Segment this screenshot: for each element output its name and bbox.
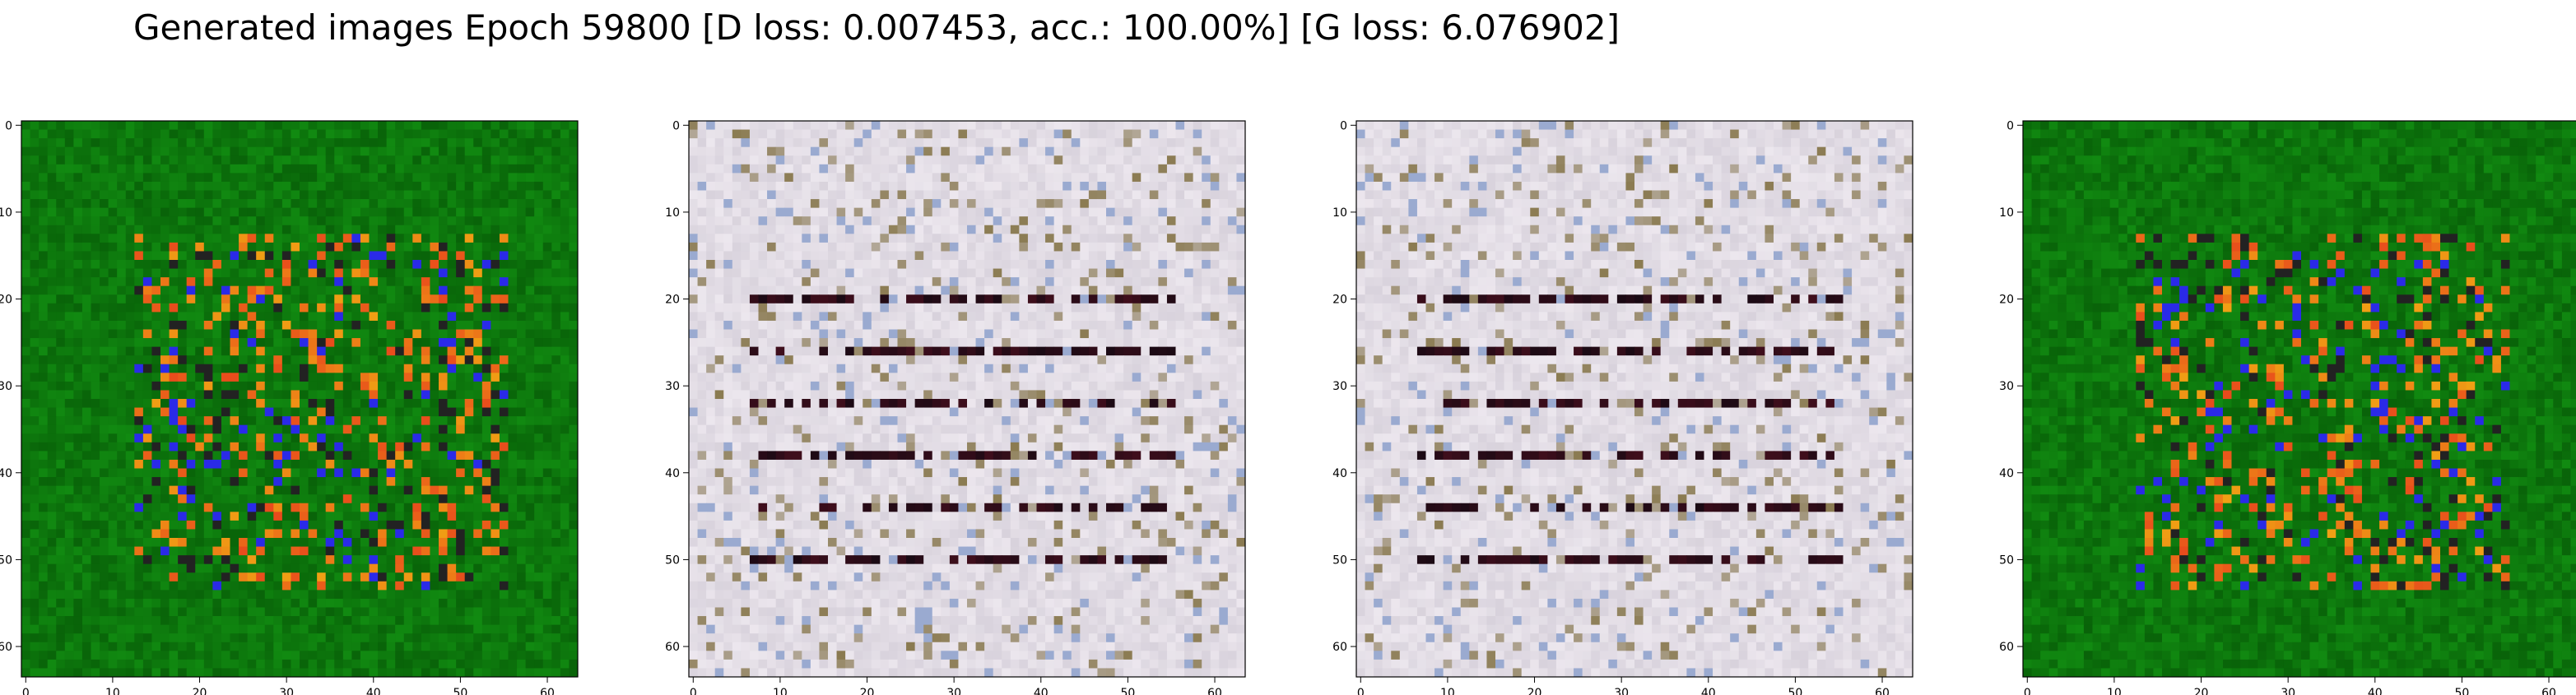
x-tick-label: 0 bbox=[1357, 687, 1365, 695]
y-tick-label: 50 bbox=[665, 554, 680, 567]
y-tick-label: 10 bbox=[0, 206, 12, 220]
x-tick-label: 60 bbox=[2541, 687, 2556, 695]
y-tick-label: 10 bbox=[665, 206, 680, 220]
x-tick-label: 10 bbox=[773, 687, 788, 695]
y-tick-label: 20 bbox=[1999, 294, 2014, 307]
y-tick-label: 30 bbox=[1999, 380, 2014, 393]
y-tick-label: 40 bbox=[1999, 467, 2014, 480]
x-tick-label: 40 bbox=[1701, 687, 1716, 695]
y-tick-label: 0 bbox=[2006, 119, 2014, 132]
image-pixels bbox=[2023, 121, 2576, 678]
x-tick-label: 0 bbox=[2024, 687, 2031, 695]
x-tick-label: 20 bbox=[860, 687, 875, 695]
x-tick-label: 10 bbox=[2107, 687, 2122, 695]
y-tick-label: 30 bbox=[0, 380, 12, 393]
panel-4: 0 10 20 30 40 50 60 0 10 20 30 40 50 60 bbox=[1999, 119, 2576, 695]
x-tick-label: 20 bbox=[1527, 687, 1542, 695]
axes-frame bbox=[2022, 120, 2576, 678]
x-tick-label: 60 bbox=[540, 687, 555, 695]
x-tick-label: 30 bbox=[279, 687, 294, 695]
x-tick-label: 60 bbox=[1875, 687, 1890, 695]
y-tick-label: 40 bbox=[665, 467, 680, 480]
y-tick-label: 50 bbox=[1999, 554, 2014, 567]
y-tick-label: 50 bbox=[0, 554, 12, 567]
y-tick-label: 20 bbox=[1332, 294, 1347, 307]
y-tick-label: 30 bbox=[1332, 380, 1347, 393]
image-pixels bbox=[21, 121, 579, 678]
y-tick-label: 60 bbox=[0, 641, 12, 654]
y-tick-label: 40 bbox=[1332, 467, 1347, 480]
y-tick-label: 0 bbox=[1340, 119, 1347, 132]
y-tick-label: 20 bbox=[665, 294, 680, 307]
y-tick-label: 30 bbox=[665, 380, 680, 393]
x-tick-label: 10 bbox=[105, 687, 120, 695]
y-tick-label: 10 bbox=[1332, 206, 1347, 220]
y-tick-label: 10 bbox=[1999, 206, 2014, 220]
y-tick-label: 50 bbox=[1332, 554, 1347, 567]
panel-3: 0 10 20 30 40 50 60 0 10 20 30 40 50 60 bbox=[1332, 119, 1913, 695]
axes-frame bbox=[1355, 120, 1913, 678]
x-tick-label: 20 bbox=[193, 687, 207, 695]
x-tick-label: 60 bbox=[1207, 687, 1222, 695]
y-tick-label: 0 bbox=[5, 119, 12, 132]
x-tick-label: 0 bbox=[690, 687, 697, 695]
y-tick-label: 40 bbox=[0, 467, 12, 480]
x-tick-label: 40 bbox=[366, 687, 381, 695]
x-tick-label: 20 bbox=[2194, 687, 2209, 695]
y-tick-label: 60 bbox=[1332, 641, 1347, 654]
x-tick-label: 10 bbox=[1440, 687, 1455, 695]
x-tick-label: 30 bbox=[2281, 687, 2295, 695]
y-tick-label: 60 bbox=[665, 641, 680, 654]
panel-1: 0 10 20 30 40 50 60 0 10 20 30 40 50 60 bbox=[0, 119, 579, 695]
x-tick-label: 30 bbox=[946, 687, 961, 695]
x-tick-label: 50 bbox=[2454, 687, 2469, 695]
x-tick-label: 30 bbox=[1614, 687, 1629, 695]
image-pixels bbox=[1356, 121, 1913, 678]
y-tick-label: 0 bbox=[672, 119, 680, 132]
x-tick-label: 40 bbox=[2368, 687, 2383, 695]
panel-2: 0 10 20 30 40 50 60 0 10 20 30 40 50 60 bbox=[665, 119, 1246, 695]
x-tick-label: 40 bbox=[1034, 687, 1049, 695]
x-tick-label: 0 bbox=[22, 687, 30, 695]
x-tick-label: 50 bbox=[1120, 687, 1135, 695]
axes-frame bbox=[21, 120, 579, 678]
figure-title: Generated images Epoch 59800 [D loss: 0.… bbox=[133, 7, 1620, 48]
image-pixels bbox=[689, 121, 1246, 678]
x-tick-label: 50 bbox=[453, 687, 467, 695]
y-tick-label: 20 bbox=[0, 294, 12, 307]
y-tick-label: 60 bbox=[1999, 641, 2014, 654]
x-tick-label: 50 bbox=[1788, 687, 1802, 695]
axes-frame bbox=[688, 120, 1246, 678]
